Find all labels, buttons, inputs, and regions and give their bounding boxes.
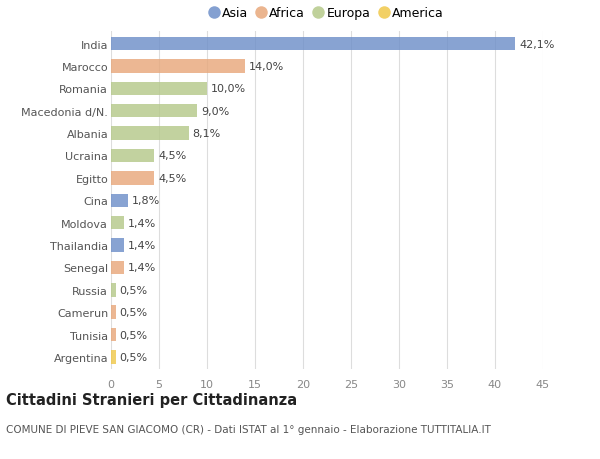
Text: 1,4%: 1,4% xyxy=(128,218,157,228)
Text: COMUNE DI PIEVE SAN GIACOMO (CR) - Dati ISTAT al 1° gennaio - Elaborazione TUTTI: COMUNE DI PIEVE SAN GIACOMO (CR) - Dati … xyxy=(6,425,491,435)
Bar xyxy=(111,83,207,96)
Bar xyxy=(111,217,124,230)
Text: 0,5%: 0,5% xyxy=(119,285,148,295)
Bar xyxy=(111,127,189,140)
Text: 4,5%: 4,5% xyxy=(158,174,186,184)
Text: 4,5%: 4,5% xyxy=(158,151,186,161)
Text: 1,4%: 1,4% xyxy=(128,263,157,273)
Bar xyxy=(111,194,128,207)
Text: 42,1%: 42,1% xyxy=(519,39,554,50)
Bar xyxy=(111,38,515,51)
Bar xyxy=(111,172,154,185)
Text: 9,0%: 9,0% xyxy=(201,106,229,117)
Bar xyxy=(111,261,124,274)
Bar xyxy=(111,284,116,297)
Text: 0,5%: 0,5% xyxy=(119,352,148,362)
Bar xyxy=(111,60,245,73)
Text: Cittadini Stranieri per Cittadinanza: Cittadini Stranieri per Cittadinanza xyxy=(6,392,297,408)
Text: 14,0%: 14,0% xyxy=(249,62,284,72)
Bar xyxy=(111,328,116,341)
Legend: Asia, Africa, Europa, America: Asia, Africa, Europa, America xyxy=(208,5,446,22)
Text: 10,0%: 10,0% xyxy=(211,84,246,94)
Bar xyxy=(111,351,116,364)
Text: 8,1%: 8,1% xyxy=(193,129,221,139)
Bar xyxy=(111,239,124,252)
Text: 1,4%: 1,4% xyxy=(128,241,157,251)
Text: 0,5%: 0,5% xyxy=(119,308,148,318)
Text: 1,8%: 1,8% xyxy=(132,196,160,206)
Bar xyxy=(111,150,154,163)
Bar xyxy=(111,306,116,319)
Text: 0,5%: 0,5% xyxy=(119,330,148,340)
Bar xyxy=(111,105,197,118)
